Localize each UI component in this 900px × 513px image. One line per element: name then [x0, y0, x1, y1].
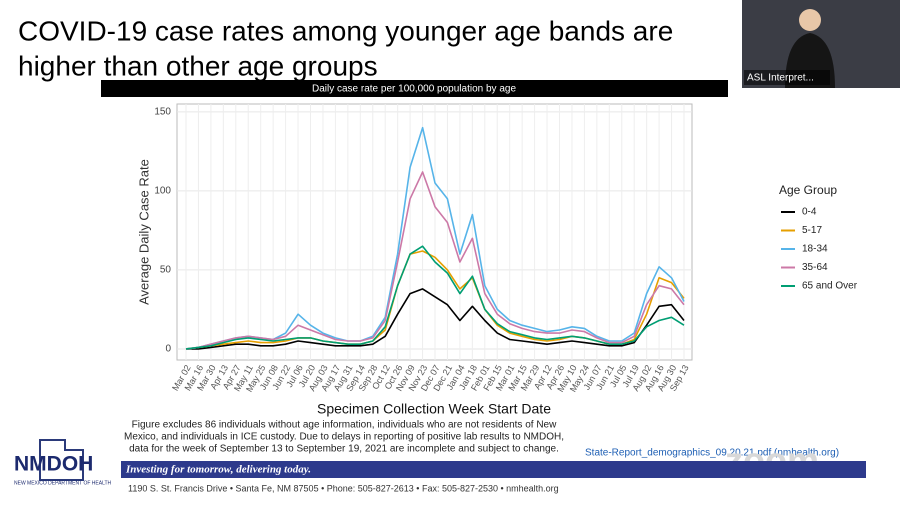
legend-label: 35-64	[802, 262, 828, 273]
footnote: Figure excludes 86 individuals without a…	[132, 420, 557, 431]
legend-title: Age Group	[779, 183, 837, 197]
name-badge	[744, 70, 830, 85]
y-tick-label: 0	[165, 344, 171, 355]
footnote: data for the week of September 13 to Sep…	[129, 444, 559, 455]
participant-name: ASL Interpret...	[747, 73, 814, 84]
chart-title: Daily case rate per 100,000 population b…	[312, 84, 516, 95]
series-line	[186, 288, 685, 350]
legend-label: 65 and Over	[802, 281, 858, 292]
source-link[interactable]: State-Report_demographics_09.20.21.pdf (…	[585, 448, 839, 459]
slide-title: COVID-19 case rates among younger age ba…	[18, 15, 673, 46]
logo: NMDOH	[14, 453, 93, 476]
address: 1190 S. St. Francis Drive • Santa Fe, NM…	[128, 483, 559, 493]
y-tick-label: 150	[154, 107, 171, 118]
chart-title-bar	[101, 80, 728, 97]
y-axis-label: Average Daily Case Rate	[136, 159, 151, 305]
slide-title: higher than other age groups	[18, 50, 378, 81]
y-tick-label: 100	[154, 186, 171, 197]
x-axis-label: Specimen Collection Week Start Date	[317, 401, 551, 417]
participant-head	[799, 9, 821, 31]
plot-layer	[177, 104, 692, 360]
legend-label: 0-4	[802, 207, 817, 218]
legend-label: 5-17	[802, 225, 822, 236]
series-line	[185, 245, 685, 350]
tagline: Investing for tomorrow, delivering today…	[125, 464, 311, 476]
legend-label: 18-34	[802, 244, 828, 255]
logo-subtitle: NEW MEXICO DEPARTMENT OF HEALTH	[14, 480, 112, 486]
y-tick-label: 50	[160, 265, 172, 276]
nm-outline	[39, 439, 84, 481]
tagline-bar	[121, 461, 866, 478]
footnote: Mexico, and individuals in ICE custody. …	[124, 432, 564, 443]
series-line	[185, 171, 685, 350]
